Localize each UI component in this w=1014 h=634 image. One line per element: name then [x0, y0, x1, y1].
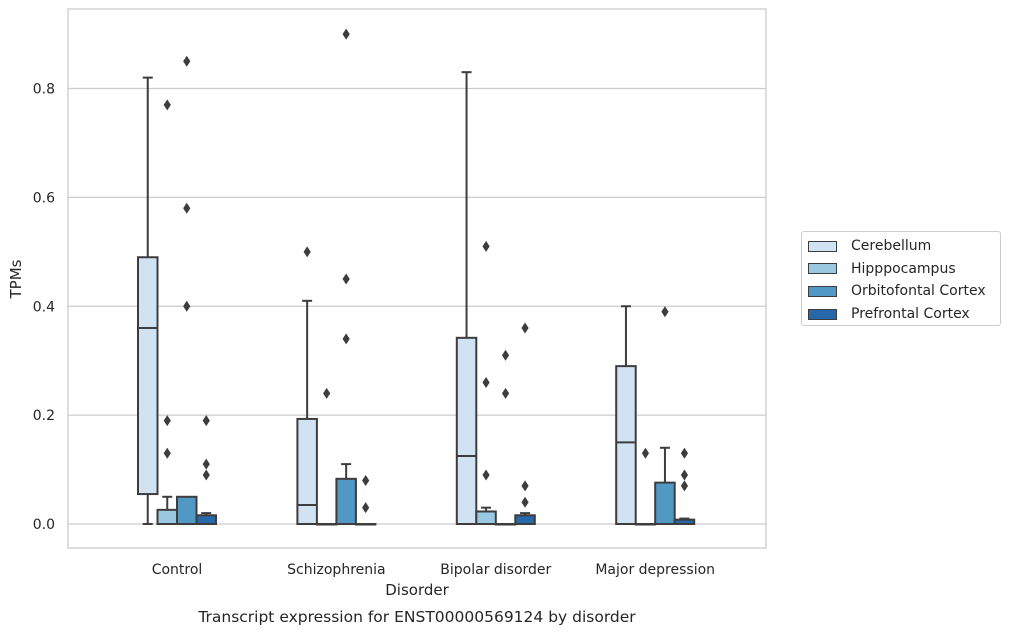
- box: [137, 256, 159, 496]
- box-group: [514, 322, 536, 525]
- box: [176, 495, 198, 525]
- chart-title: Transcript expression for ENST0000056912…: [197, 608, 636, 626]
- box-group: [654, 306, 676, 526]
- y-tick-label: 0.4: [33, 299, 55, 315]
- outlier-point: [482, 469, 490, 481]
- legend-label: Hipppocampus: [851, 260, 956, 277]
- outlier-point: [680, 480, 689, 492]
- outlier-point: [342, 273, 350, 285]
- legend-swatch: [808, 308, 837, 320]
- outlier-point: [163, 415, 171, 427]
- legend-item: Hipppocampus: [808, 258, 1000, 281]
- x-tick-label: Schizophrenia: [287, 562, 385, 578]
- outlier-point: [163, 447, 171, 459]
- outlier-point: [641, 447, 650, 459]
- box: [195, 514, 217, 525]
- box: [514, 514, 536, 525]
- box-group: [335, 28, 357, 525]
- outlier-point: [163, 99, 171, 111]
- box-group: [615, 305, 637, 525]
- boxes: [137, 28, 696, 526]
- plot-frame: [67, 8, 767, 549]
- legend-label: Cerebellum: [851, 238, 932, 255]
- outlier-point: [521, 322, 529, 334]
- box-group: [156, 99, 178, 526]
- y-tick-labels: 0.0 0.2 0.4 0.6 0.8: [33, 82, 55, 534]
- outlier-point: [342, 28, 350, 40]
- box-group: [673, 447, 696, 526]
- box-group: [494, 349, 517, 526]
- box-group: [354, 474, 377, 526]
- legend-item: Orbitofontal Cortex: [808, 280, 1000, 303]
- x-tick-labels: Control Schizophrenia Bipolar disorder Majo…: [152, 562, 715, 578]
- box: [654, 481, 676, 526]
- outlier-point: [183, 55, 191, 67]
- box: [156, 508, 178, 526]
- y-axis-label: TPMs: [7, 259, 25, 299]
- outlier-point: [521, 480, 529, 492]
- outlier-point: [680, 447, 689, 459]
- box-group: [137, 76, 159, 525]
- x-tick-label: Control: [152, 562, 203, 578]
- box: [296, 417, 318, 526]
- outlier-point: [202, 469, 210, 481]
- x-tick-label: Bipolar disorder: [440, 562, 551, 578]
- box: [455, 336, 478, 526]
- box-group: [315, 387, 338, 526]
- box-group: [634, 447, 657, 526]
- outlier-point: [482, 240, 490, 252]
- legend-swatch: [808, 285, 837, 297]
- x-axis-label: Disorder: [385, 581, 449, 599]
- outlier-point: [482, 376, 490, 388]
- outlier-point: [521, 496, 529, 508]
- gridlines: [68, 87, 766, 525]
- outlier-point: [303, 246, 311, 258]
- box-group: [455, 71, 478, 526]
- legend-swatch: [808, 263, 837, 275]
- y-tick-label: 0.6: [33, 190, 55, 206]
- box: [335, 477, 357, 525]
- box: [615, 365, 637, 525]
- outlier-point: [362, 474, 370, 486]
- outlier-point: [202, 458, 210, 470]
- outlier-point: [202, 415, 210, 427]
- outlier-point: [323, 387, 331, 399]
- legend: Cerebellum Hipppocampus Orbitofontal Cor…: [801, 231, 1001, 326]
- legend-item: Cerebellum: [808, 235, 1000, 258]
- box: [475, 510, 497, 525]
- outlier-point: [501, 387, 510, 399]
- box-group: [176, 55, 198, 525]
- y-tick-label: 0.2: [33, 408, 55, 424]
- outlier-point: [183, 300, 191, 312]
- box-group: [475, 240, 497, 525]
- x-tick-label: Major depression: [595, 562, 715, 578]
- y-tick-label: 0.8: [33, 82, 55, 98]
- y-tick-label: 0.0: [33, 517, 55, 533]
- outlier-point: [661, 306, 669, 318]
- outlier-point: [183, 202, 191, 214]
- outlier-point: [362, 502, 370, 514]
- box-group: [296, 246, 318, 526]
- legend-label: Prefrontal Cortex: [851, 306, 970, 323]
- outlier-point: [680, 469, 689, 481]
- outlier-point: [342, 333, 350, 345]
- legend-swatch: [808, 240, 837, 252]
- outlier-point: [501, 349, 510, 361]
- legend-label: Orbitofontal Cortex: [851, 283, 986, 300]
- legend-item: Prefrontal Cortex: [808, 303, 1000, 326]
- box-group: [195, 415, 217, 525]
